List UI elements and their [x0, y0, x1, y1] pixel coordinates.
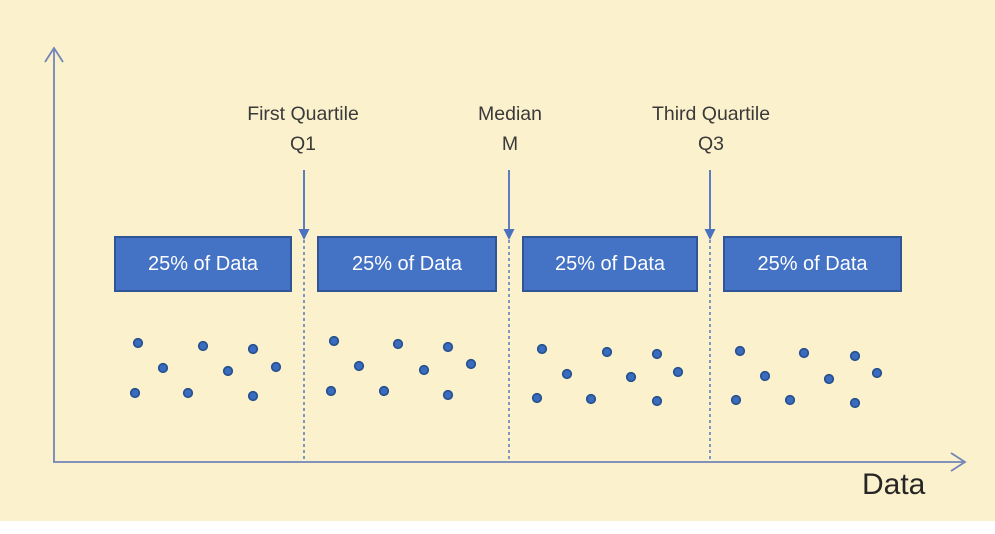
quartile-box-label: 25% of Data — [554, 252, 666, 275]
data-dot — [442, 341, 454, 353]
data-dot — [823, 373, 835, 385]
x-axis-arrowhead-icon — [950, 452, 967, 472]
marker-label-q3: Third Quartile Q3 — [601, 99, 821, 159]
data-dot — [730, 394, 742, 406]
data-dot — [561, 368, 573, 380]
data-dot — [536, 343, 548, 355]
data-dot — [270, 361, 282, 373]
data-dot — [328, 335, 340, 347]
marker-label-median: Median M — [400, 99, 620, 159]
data-dot — [465, 358, 477, 370]
marker-symbol: Q1 — [289, 133, 316, 155]
data-dot — [651, 395, 663, 407]
data-dot — [531, 392, 543, 404]
data-dot — [672, 366, 684, 378]
data-dot — [222, 365, 234, 377]
marker-title: First Quartile — [247, 103, 359, 125]
data-dot — [378, 385, 390, 397]
quartile-box-1: 25% of Data — [114, 236, 292, 292]
data-dot — [197, 340, 209, 352]
x-axis-label: Data — [862, 468, 926, 501]
quartile-box-4: 25% of Data — [723, 236, 902, 292]
marker-title: Third Quartile — [651, 103, 771, 125]
data-dot — [784, 394, 796, 406]
data-dot — [734, 345, 746, 357]
data-dot — [585, 393, 597, 405]
data-dot — [182, 387, 194, 399]
y-axis-arrowhead-icon — [44, 46, 64, 63]
data-dot — [325, 385, 337, 397]
marker-arrowhead-icon — [704, 229, 716, 240]
marker-symbol: M — [501, 133, 519, 155]
quartile-box-3: 25% of Data — [522, 236, 698, 292]
data-dot — [247, 343, 259, 355]
bottom-margin — [0, 521, 995, 534]
data-dot — [759, 370, 771, 382]
data-dot — [247, 390, 259, 402]
data-dot — [798, 347, 810, 359]
data-dot — [849, 397, 861, 409]
data-dot — [442, 389, 454, 401]
marker-symbol: Q3 — [697, 133, 724, 155]
data-dot — [871, 367, 883, 379]
data-dot — [392, 338, 404, 350]
data-dot — [353, 360, 365, 372]
quartile-box-label: 25% of Data — [757, 252, 868, 275]
data-dot — [849, 350, 861, 362]
data-dot — [132, 337, 144, 349]
data-dot — [129, 387, 141, 399]
data-dot — [157, 362, 169, 374]
quartile-box-label: 25% of Data — [147, 252, 259, 275]
marker-label-q1: First Quartile Q1 — [193, 99, 413, 159]
marker-title: Median — [478, 103, 542, 125]
marker-arrowhead-icon — [503, 229, 515, 240]
data-dot — [651, 348, 663, 360]
data-dot — [625, 371, 637, 383]
quartile-box-label: 25% of Data — [351, 252, 463, 275]
quartile-box-2: 25% of Data — [317, 236, 497, 292]
marker-arrowhead-icon — [298, 229, 310, 240]
data-dot — [418, 364, 430, 376]
data-dot — [601, 346, 613, 358]
